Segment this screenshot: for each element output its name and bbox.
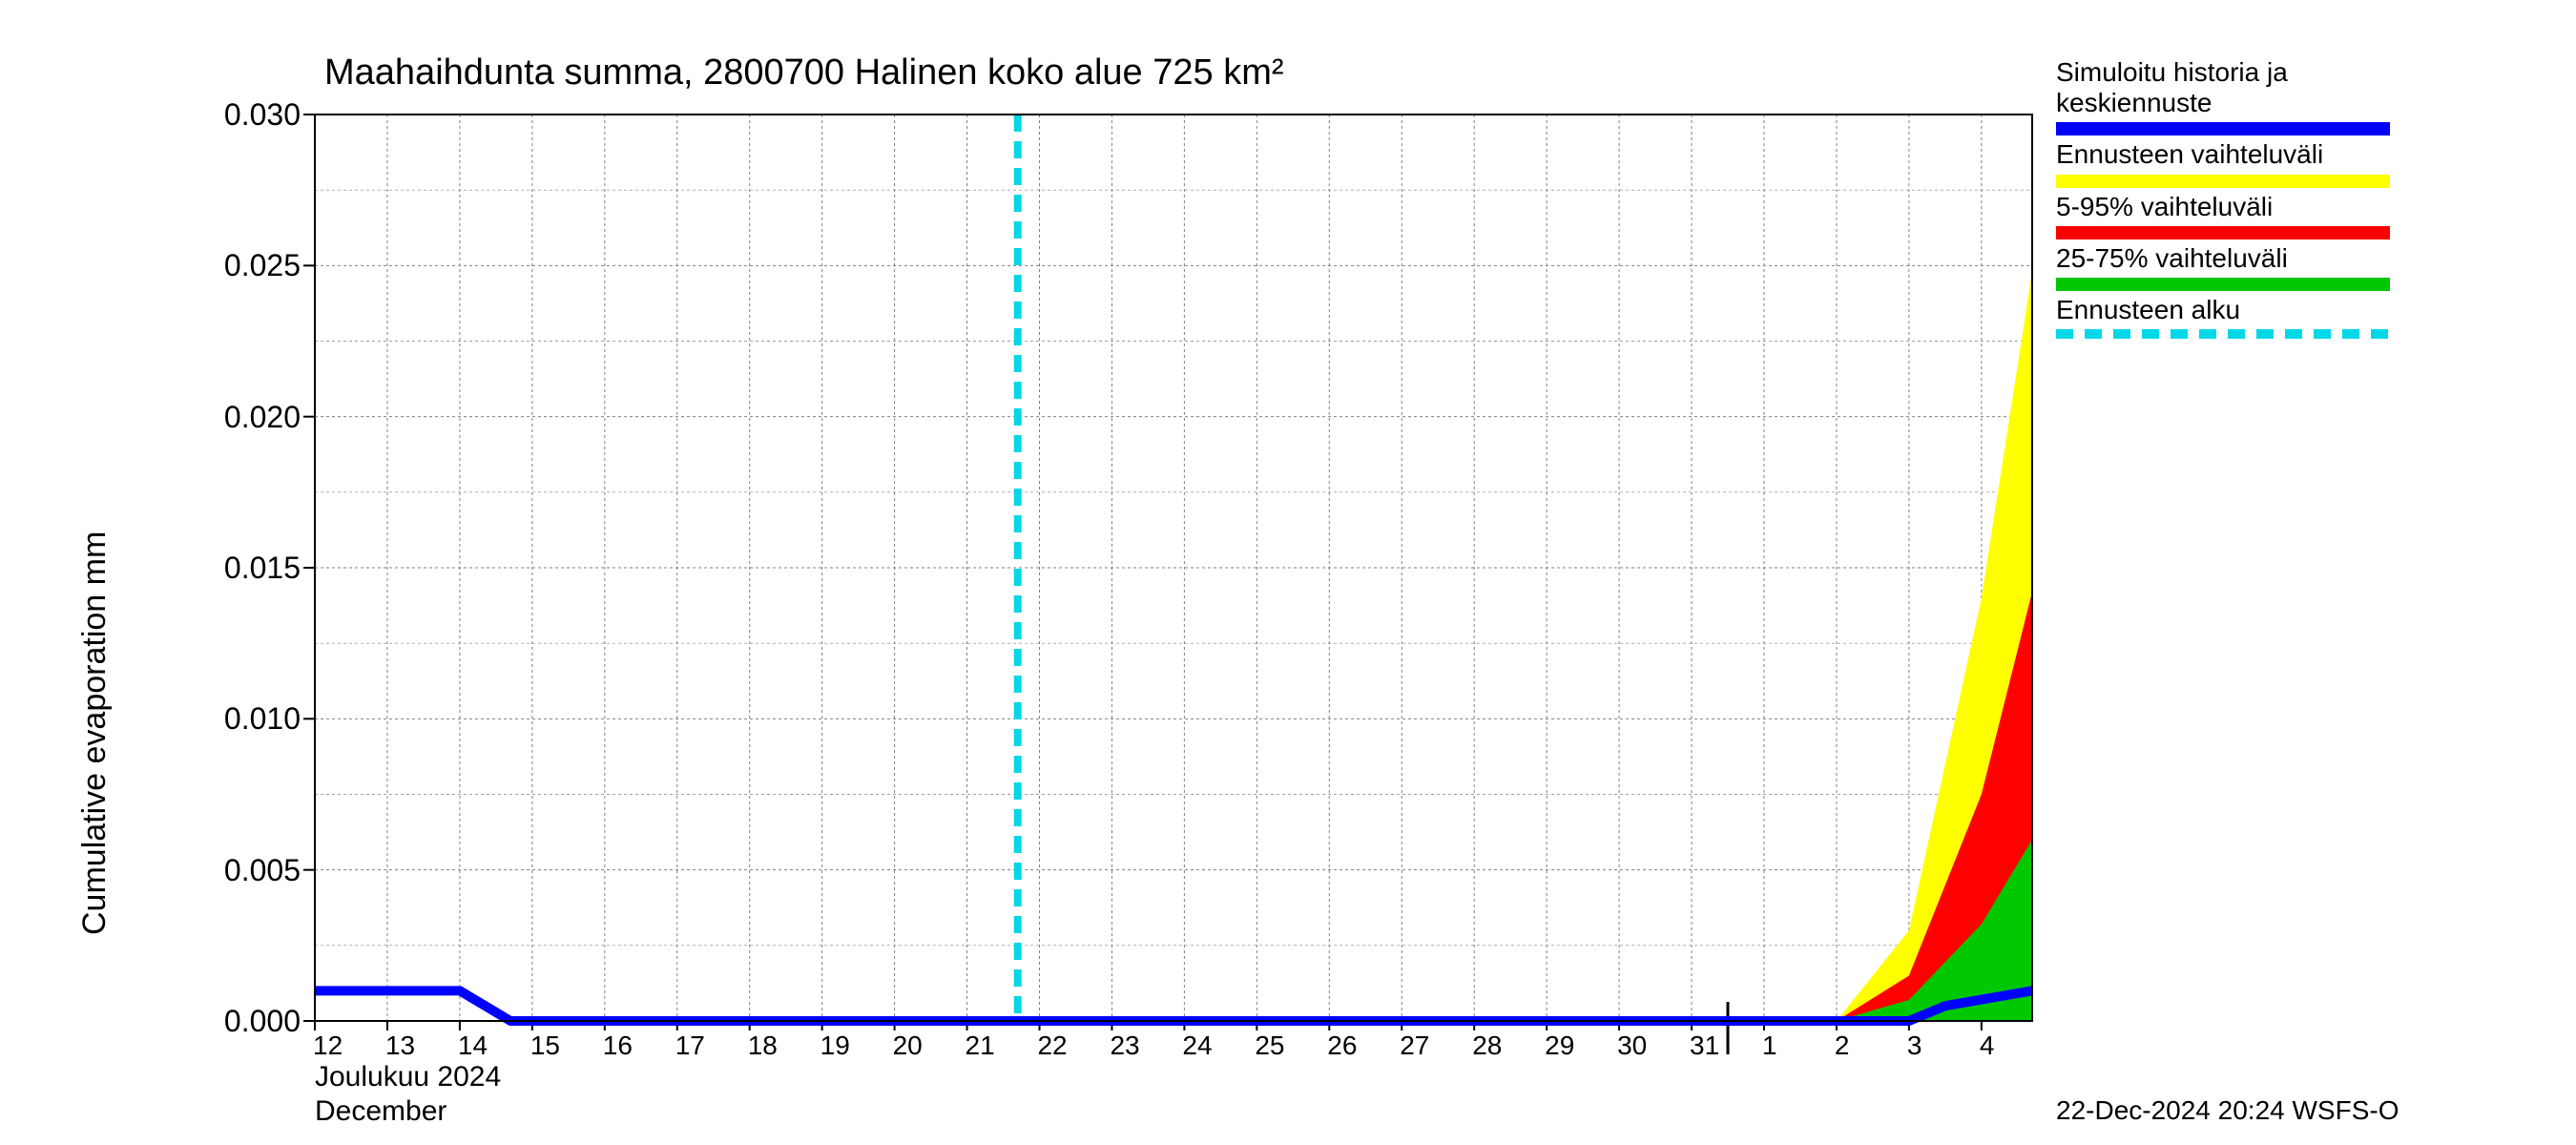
y-tick-label: 0.005 — [191, 853, 301, 888]
legend: Simuloitu historia ja keskiennuste Ennus… — [2056, 57, 2552, 343]
chart-container: Maahaihdunta summa, 2800700 Halinen koko… — [0, 0, 2576, 1145]
x-tick-label: 12 — [313, 1030, 361, 1061]
x-tick-label: 27 — [1400, 1030, 1447, 1061]
legend-label: Ennusteen vaihteluväli — [2056, 139, 2552, 170]
x-tick-label: 29 — [1545, 1030, 1592, 1061]
x-tick-label: 13 — [385, 1030, 433, 1061]
x-tick-label: 30 — [1617, 1030, 1665, 1061]
x-tick-label: 17 — [675, 1030, 723, 1061]
legend-item-simulated: Simuloitu historia ja keskiennuste — [2056, 57, 2552, 135]
legend-swatch — [2056, 226, 2390, 239]
legend-label: 25-75% vaihteluväli — [2056, 243, 2552, 274]
x-tick-label: 2 — [1835, 1030, 1882, 1061]
legend-swatch — [2056, 278, 2390, 291]
legend-label: Ennusteen alku — [2056, 295, 2552, 325]
month-label-primary: Joulukuu 2024 — [315, 1061, 501, 1093]
legend-label: 5-95% vaihteluväli — [2056, 192, 2552, 222]
legend-label: keskiennuste — [2056, 88, 2552, 118]
x-tick-label: 14 — [458, 1030, 506, 1061]
y-tick-label: 0.025 — [191, 248, 301, 283]
x-tick-label: 21 — [966, 1030, 1013, 1061]
x-tick-label: 26 — [1327, 1030, 1375, 1061]
x-tick-label: 23 — [1110, 1030, 1157, 1061]
y-tick-label: 0.015 — [191, 551, 301, 586]
x-tick-label: 25 — [1255, 1030, 1302, 1061]
y-tick-label: 0.020 — [191, 400, 301, 435]
x-tick-label: 15 — [530, 1030, 578, 1061]
legend-swatch — [2056, 122, 2390, 135]
legend-swatch — [2056, 175, 2390, 188]
legend-item-range-595: 5-95% vaihteluväli — [2056, 192, 2552, 239]
legend-item-range-2575: 25-75% vaihteluväli — [2056, 243, 2552, 291]
y-tick-label: 0.000 — [191, 1004, 301, 1039]
x-tick-label: 31 — [1690, 1030, 1737, 1061]
x-tick-label: 28 — [1472, 1030, 1520, 1061]
month-label-secondary: December — [315, 1095, 447, 1128]
legend-label: Simuloitu historia ja — [2056, 57, 2552, 88]
legend-item-forecast-start: Ennusteen alku — [2056, 295, 2552, 339]
x-tick-label: 24 — [1182, 1030, 1230, 1061]
y-tick-label: 0.010 — [191, 701, 301, 737]
legend-item-range-full: Ennusteen vaihteluväli — [2056, 139, 2552, 187]
x-tick-label: 4 — [1980, 1030, 2027, 1061]
y-tick-label: 0.030 — [191, 97, 301, 133]
footer-timestamp: 22-Dec-2024 20:24 WSFS-O — [2056, 1095, 2399, 1126]
x-tick-label: 22 — [1037, 1030, 1085, 1061]
x-tick-label: 18 — [748, 1030, 796, 1061]
x-tick-label: 20 — [893, 1030, 941, 1061]
x-tick-label: 1 — [1762, 1030, 1810, 1061]
x-tick-label: 19 — [821, 1030, 868, 1061]
legend-swatch — [2056, 329, 2390, 339]
x-tick-label: 16 — [603, 1030, 651, 1061]
x-tick-label: 3 — [1907, 1030, 1955, 1061]
